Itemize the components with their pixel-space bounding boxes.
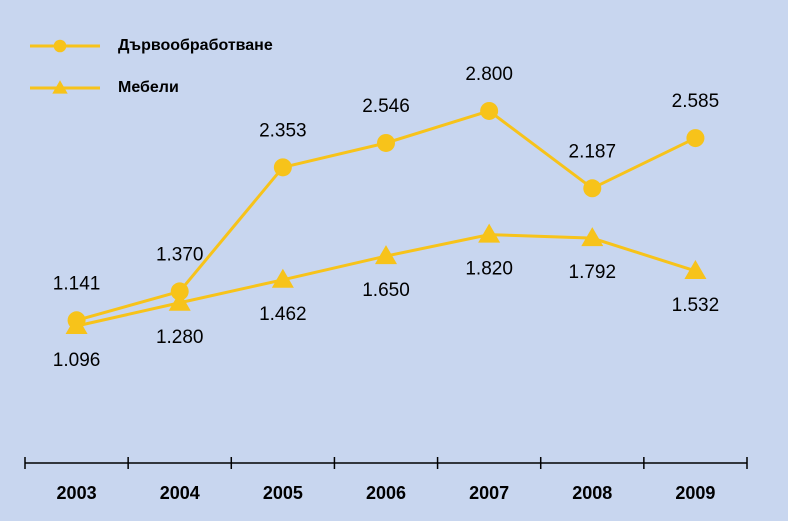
data-point (170, 282, 189, 301)
data-label: 2.187 (569, 141, 617, 162)
x-tick-label: 2009 (675, 483, 715, 503)
data-label: 1.280 (156, 327, 204, 348)
x-tick-label: 2008 (572, 483, 612, 503)
data-label: 2.546 (362, 96, 410, 117)
x-tick-label: 2004 (160, 483, 200, 503)
data-point (273, 158, 292, 177)
data-label: 1.462 (259, 304, 307, 325)
data-label: 1.792 (569, 262, 617, 283)
data-point (168, 291, 191, 311)
data-point (377, 133, 395, 152)
x-tick-label: 2007 (469, 483, 509, 503)
data-point (480, 101, 499, 120)
data-point (581, 227, 604, 247)
legend-label: Дървообработване (118, 37, 273, 54)
legend-label: Мебели (118, 79, 179, 96)
data-label: 1.096 (53, 350, 101, 371)
data-point (684, 259, 707, 279)
data-label: 1.532 (672, 295, 720, 316)
data-label: 2.353 (259, 120, 307, 141)
data-label: 2.585 (672, 91, 720, 112)
data-point (478, 223, 501, 243)
data-point (65, 314, 88, 334)
data-label: 1.650 (362, 280, 410, 301)
data-point (375, 245, 397, 265)
x-tick-label: 2005 (263, 483, 303, 503)
legend-marker (53, 39, 67, 53)
legend-marker (52, 80, 68, 94)
data-label: 1.141 (53, 273, 101, 294)
data-label: 1.820 (465, 259, 513, 280)
data-point (271, 268, 294, 288)
x-tick-label: 2003 (57, 483, 97, 503)
data-label: 2.800 (465, 64, 513, 85)
data-point (686, 129, 705, 148)
data-point (583, 179, 602, 198)
x-tick-label: 2006 (366, 483, 406, 503)
data-label: 1.370 (156, 244, 204, 265)
